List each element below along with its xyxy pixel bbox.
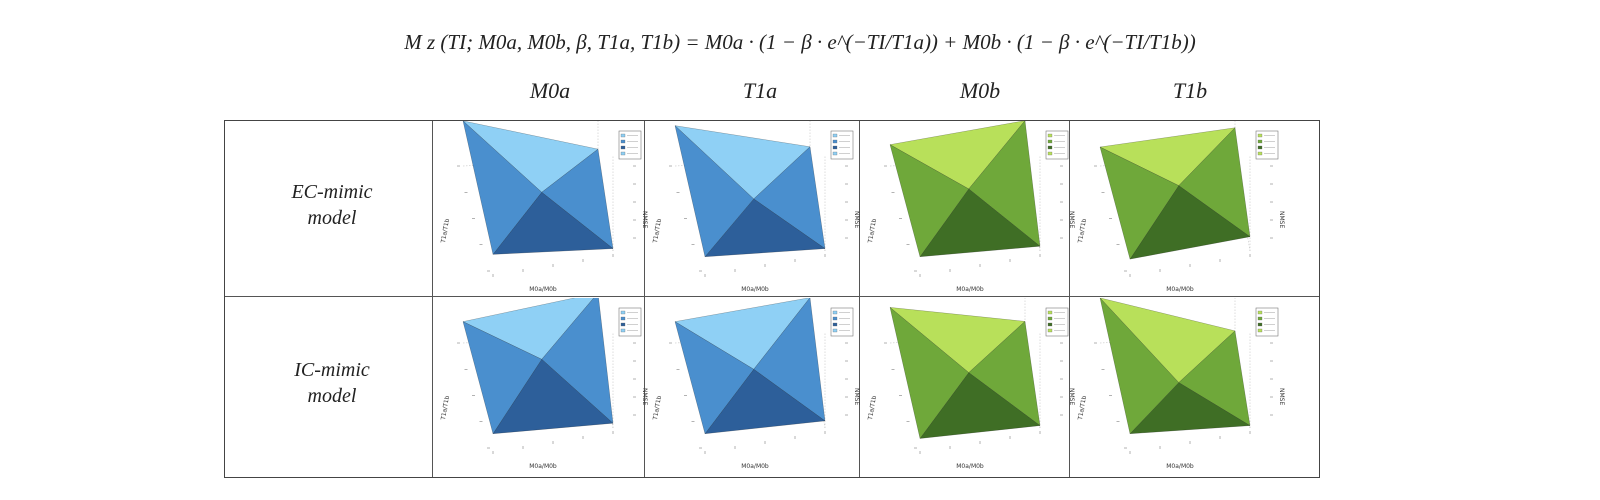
surface-facet [674, 321, 755, 435]
colorbar-legend [830, 130, 854, 160]
surface-plot-ic-t1b: NMSE M0a/M0b T1a/T1b [1070, 298, 1288, 474]
column-divider [644, 121, 645, 477]
surface-plot-ec-t1b: NMSE M0a/M0b T1a/T1b [1070, 121, 1288, 297]
axis-ticks [884, 342, 1063, 454]
surface-mesh [889, 121, 1041, 258]
colorbar-legend [618, 307, 642, 337]
figure-grid: EC-mimic model IC-mimic model NMSE M0a/M0… [224, 120, 1320, 478]
x-axis-label: M0a/M0b [956, 286, 984, 293]
surface-plot-svg: NMSE M0a/M0b T1a/T1b [652, 298, 860, 470]
x-axis-label: M0a/M0b [529, 463, 557, 470]
surface-mesh [1099, 127, 1251, 260]
surface-facet [889, 144, 970, 258]
x-axis-label: M0a/M0b [1166, 463, 1194, 470]
equation-text: M z (TI; M0a, M0b, β, T1a, T1b) = M0a · … [404, 30, 1196, 54]
column-divider [432, 121, 433, 477]
y-axis-label: T1a/T1b [652, 218, 663, 244]
surface-facet [1178, 127, 1251, 238]
column-headers: M0a T1a M0b T1b [440, 78, 1320, 118]
surface-mesh [462, 298, 614, 435]
surface-mesh [674, 298, 826, 435]
column-header-t1b: T1b [1172, 78, 1208, 103]
surface-mesh [889, 306, 1041, 440]
colorbar-legend [618, 130, 642, 160]
colorbar-legend [1255, 130, 1279, 160]
z-axis-label: NMSE [853, 211, 860, 228]
surface-facet [462, 121, 543, 255]
row-label-line: IC-mimic [294, 359, 370, 381]
column-header-m0b: M0b [959, 78, 1001, 103]
axis-ticks [1094, 342, 1273, 454]
signal-equation: M z (TI; M0a, M0b, β, T1a, T1b) = M0a · … [0, 30, 1600, 55]
row-label-line: model [307, 385, 357, 407]
y-axis-label: T1a/T1b [1077, 395, 1088, 421]
row-label-line: model [307, 207, 357, 229]
row-label-ic: IC-mimic model [225, 357, 439, 409]
surface-facet [674, 124, 755, 258]
y-axis-label: T1a/T1b [440, 218, 451, 244]
surface-facet [1129, 382, 1251, 435]
z-axis-label: NMSE [853, 388, 860, 405]
surface-plot-ic-m0a: NMSE M0a/M0b T1a/T1b [433, 298, 651, 474]
colorbar-legend [1045, 307, 1069, 337]
x-axis-label: M0a/M0b [529, 286, 557, 293]
surface-plot-svg: NMSE M0a/M0b T1a/T1b [1077, 298, 1285, 470]
surface-plot-svg: NMSE M0a/M0b T1a/T1b [440, 298, 648, 470]
column-divider [1069, 121, 1070, 477]
axis-ticks [669, 165, 848, 277]
surface-mesh [674, 124, 826, 258]
surface-facet [1099, 298, 1180, 435]
z-axis-label: NMSE [641, 211, 648, 228]
surface-facet [462, 321, 543, 435]
colorbar-legend [1255, 307, 1279, 337]
surface-plot-svg: NMSE M0a/M0b T1a/T1b [867, 298, 1075, 470]
y-axis-label: T1a/T1b [652, 395, 663, 421]
z-axis-label: NMSE [1278, 388, 1285, 405]
row-divider [225, 296, 1319, 297]
surface-plot-ec-m0b: NMSE M0a/M0b T1a/T1b [860, 121, 1078, 297]
y-axis-label: T1a/T1b [440, 395, 451, 421]
y-axis-label: T1a/T1b [867, 395, 878, 421]
column-header-t1a: T1a [742, 78, 778, 103]
z-axis-label: NMSE [1068, 211, 1075, 228]
z-axis-label: NMSE [1278, 211, 1285, 228]
axis-ticks [1094, 165, 1273, 277]
surface-mesh [462, 121, 614, 255]
surface-facet [919, 188, 1041, 258]
surface-mesh [1099, 298, 1251, 435]
surface-facet [541, 298, 614, 424]
surface-plot-ic-m0b: NMSE M0a/M0b T1a/T1b [860, 298, 1078, 474]
row-label-ec: EC-mimic model [225, 179, 439, 231]
surface-plot-svg: NMSE M0a/M0b T1a/T1b [440, 121, 648, 293]
surface-plot-ec-t1a: NMSE M0a/M0b T1a/T1b [645, 121, 863, 297]
axis-ticks [884, 165, 1063, 277]
y-axis-label: T1a/T1b [1077, 218, 1088, 244]
row-label-line: EC-mimic [291, 181, 373, 203]
column-divider [859, 121, 860, 477]
x-axis-label: M0a/M0b [1166, 286, 1194, 293]
axis-ticks [457, 342, 636, 454]
surface-plot-svg: NMSE M0a/M0b T1a/T1b [867, 121, 1075, 293]
axis-ticks [669, 342, 848, 454]
surface-facet [889, 306, 970, 440]
y-axis-label: T1a/T1b [867, 218, 878, 244]
z-axis-label: NMSE [641, 388, 648, 405]
surface-plot-svg: NMSE M0a/M0b T1a/T1b [652, 121, 860, 293]
x-axis-label: M0a/M0b [956, 463, 984, 470]
colorbar-legend [830, 307, 854, 337]
axis-ticks [457, 165, 636, 277]
surface-plot-ec-m0a: NMSE M0a/M0b T1a/T1b [433, 121, 651, 297]
z-axis-label: NMSE [1068, 388, 1075, 405]
surface-facet [1099, 146, 1180, 260]
x-axis-label: M0a/M0b [741, 286, 769, 293]
surface-plot-ic-t1a: NMSE M0a/M0b T1a/T1b [645, 298, 863, 474]
column-header-m0a: M0a [529, 78, 571, 103]
surface-plot-svg: NMSE M0a/M0b T1a/T1b [1077, 121, 1285, 293]
x-axis-label: M0a/M0b [741, 463, 769, 470]
colorbar-legend [1045, 130, 1069, 160]
